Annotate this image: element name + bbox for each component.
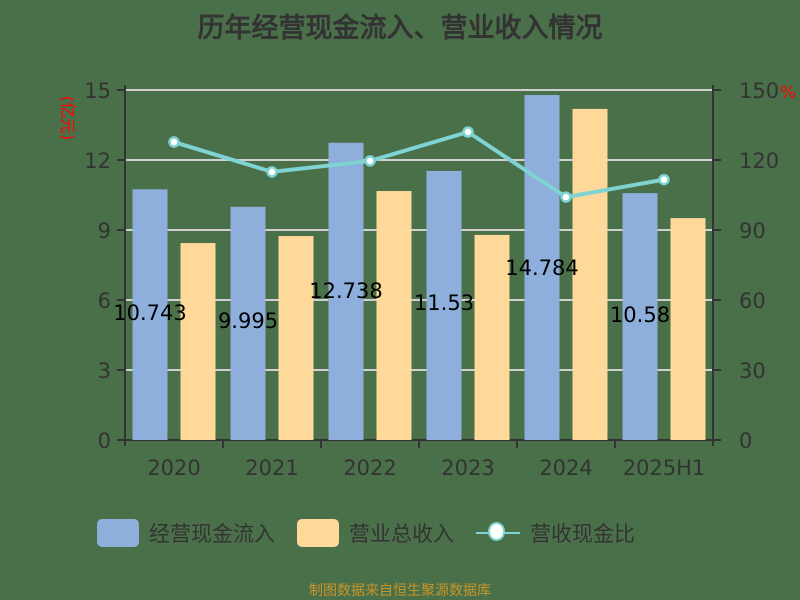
legend-label: 营业总收入 xyxy=(349,522,454,546)
bar-value-label: 11.53 xyxy=(414,291,474,315)
ratio-line xyxy=(173,129,665,200)
bar-2024[interactable] xyxy=(572,108,608,441)
bar-value-label: 12.738 xyxy=(309,279,382,303)
x-tick-label: 2020 xyxy=(147,456,200,480)
x-tick-label: 2022 xyxy=(343,456,396,480)
y-tick-label: 9 xyxy=(98,219,111,243)
y2-tick-label: 120 xyxy=(739,149,779,173)
y2-tick-label: 30 xyxy=(739,359,766,383)
source-note: 制图数据来自恒生聚源数据库 xyxy=(309,583,491,599)
bar-value-label: 10.743 xyxy=(113,301,186,325)
x-tick-label: 2021 xyxy=(245,456,298,480)
legend-item-revenue[interactable]: 营业总收入 xyxy=(297,518,454,548)
legend-swatch-cash-inflow xyxy=(97,519,139,547)
y2-axis-unit: % xyxy=(780,83,796,103)
x-tick-label: 2024 xyxy=(539,456,592,480)
bar-2022[interactable] xyxy=(376,191,412,440)
y-tick-label: 15 xyxy=(84,79,111,103)
legend-label: 经营现金流入 xyxy=(149,522,275,546)
bar-2025H1[interactable] xyxy=(622,193,658,440)
bar-value-label: 14.784 xyxy=(505,256,578,280)
bar-2020[interactable] xyxy=(180,243,216,440)
bar-2021[interactable] xyxy=(230,206,266,440)
legend-swatch-revenue xyxy=(297,519,339,547)
bar-value-label: 9.995 xyxy=(218,309,278,333)
ratio-point-2021[interactable] xyxy=(266,166,278,178)
ratio-point-2024[interactable] xyxy=(560,191,572,203)
bar-2020[interactable] xyxy=(132,189,168,440)
ratio-point-2023[interactable] xyxy=(462,126,474,138)
bar-value-label: 10.58 xyxy=(610,303,670,327)
y-tick-label: 0 xyxy=(98,429,111,453)
ratio-point-2025H1[interactable] xyxy=(658,173,670,186)
ratio-point-2020[interactable] xyxy=(168,136,180,148)
x-tick-label: 2025H1 xyxy=(623,456,706,480)
legend: 经营现金流入 营业总收入 营收现金比 xyxy=(97,518,657,548)
legend-label: 营收现金比 xyxy=(530,522,635,546)
legend-line-marker-icon xyxy=(476,519,520,547)
x-tick-label: 2023 xyxy=(441,456,494,480)
y-axis-unit: (亿元) xyxy=(58,96,77,141)
bar-2022[interactable] xyxy=(328,142,364,440)
legend-item-cash-inflow[interactable]: 经营现金流入 xyxy=(97,518,275,548)
bar-2021[interactable] xyxy=(278,236,314,440)
bar-2023[interactable] xyxy=(474,234,510,440)
legend-item-cash-ratio[interactable]: 营收现金比 xyxy=(476,518,635,548)
y2-tick-label: 60 xyxy=(739,289,766,313)
chart-title: 历年经营现金流入、营业收入情况 xyxy=(197,13,603,44)
y2-tick-label: 90 xyxy=(739,219,766,243)
y2-tick-label: 150 xyxy=(739,79,779,103)
ratio-point-2022[interactable] xyxy=(364,155,376,167)
bar-2024[interactable] xyxy=(524,95,560,440)
y-tick-label: 12 xyxy=(84,149,111,173)
y-tick-label: 3 xyxy=(98,359,111,383)
y2-tick-label: 0 xyxy=(739,429,752,453)
bar-2025H1[interactable] xyxy=(670,218,706,440)
bar-2023[interactable] xyxy=(426,170,462,440)
y-tick-label: 6 xyxy=(98,289,111,313)
